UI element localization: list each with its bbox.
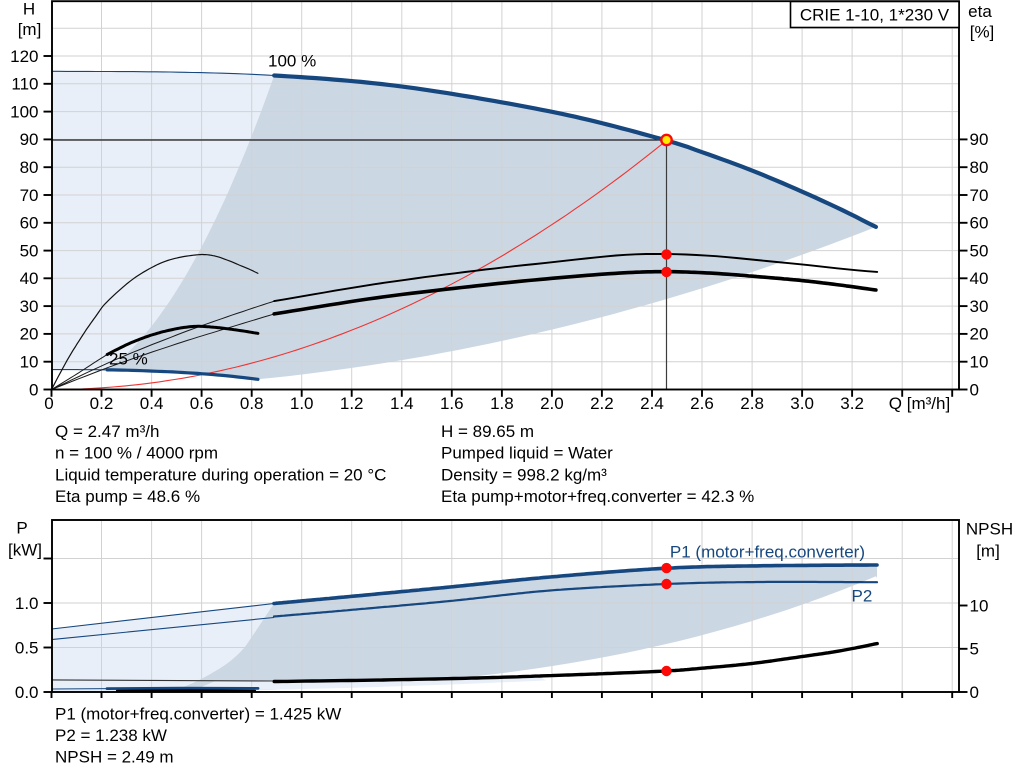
svg-text:0.4: 0.4 — [140, 394, 164, 413]
svg-text:90: 90 — [970, 130, 989, 149]
svg-text:30: 30 — [20, 297, 39, 316]
svg-text:60: 60 — [20, 214, 39, 233]
svg-text:eta: eta — [968, 2, 992, 21]
svg-text:70: 70 — [20, 186, 39, 205]
svg-text:20: 20 — [970, 325, 989, 344]
svg-text:0.0: 0.0 — [15, 683, 39, 702]
svg-text:[m]: [m] — [976, 542, 1000, 561]
svg-text:3.0: 3.0 — [790, 394, 814, 413]
svg-text:Q = 2.47 m³/h: Q = 2.47 m³/h — [55, 422, 159, 441]
svg-text:H = 89.65 m: H = 89.65 m — [441, 422, 534, 441]
svg-text:2.6: 2.6 — [690, 394, 714, 413]
svg-text:0: 0 — [970, 380, 979, 399]
svg-text:120: 120 — [10, 47, 38, 66]
svg-text:50: 50 — [20, 241, 39, 260]
svg-text:70: 70 — [970, 186, 989, 205]
svg-text:P2: P2 — [852, 587, 873, 606]
svg-text:100: 100 — [10, 102, 38, 121]
svg-text:1.2: 1.2 — [340, 394, 364, 413]
svg-text:5: 5 — [970, 640, 979, 659]
svg-text:80: 80 — [970, 158, 989, 177]
svg-text:Liquid temperature during oper: Liquid temperature during operation = 20… — [55, 465, 386, 484]
svg-text:10: 10 — [970, 596, 989, 615]
svg-text:1.8: 1.8 — [490, 394, 514, 413]
svg-text:1.0: 1.0 — [290, 394, 314, 413]
svg-text:Eta pump = 48.6 %: Eta pump = 48.6 % — [55, 487, 200, 506]
svg-text:P2 = 1.238 kW: P2 = 1.238 kW — [55, 726, 167, 745]
svg-text:P1 (motor+freq.converter) = 1.: P1 (motor+freq.converter) = 1.425 kW — [55, 705, 341, 724]
svg-text:0.8: 0.8 — [240, 394, 264, 413]
svg-text:25 %: 25 % — [109, 350, 148, 369]
svg-text:50: 50 — [970, 241, 989, 260]
svg-text:P: P — [16, 519, 27, 538]
svg-text:n = 100 % / 4000 rpm: n = 100 % / 4000 rpm — [55, 444, 218, 463]
svg-text:2.4: 2.4 — [640, 394, 664, 413]
svg-text:100 %: 100 % — [268, 52, 316, 71]
svg-text:0: 0 — [970, 683, 979, 702]
svg-text:[kW]: [kW] — [8, 541, 42, 560]
svg-text:NPSH = 2.49 m: NPSH = 2.49 m — [55, 748, 174, 767]
svg-text:0.6: 0.6 — [190, 394, 214, 413]
svg-text:90: 90 — [20, 130, 39, 149]
svg-text:0.2: 0.2 — [90, 394, 114, 413]
svg-text:80: 80 — [20, 158, 39, 177]
svg-text:P1 (motor+freq.converter): P1 (motor+freq.converter) — [670, 543, 865, 562]
svg-text:40: 40 — [20, 269, 39, 288]
svg-text:40: 40 — [970, 269, 989, 288]
svg-text:0: 0 — [44, 394, 53, 413]
svg-text:110: 110 — [11, 75, 38, 94]
svg-text:NPSH: NPSH — [966, 520, 1013, 539]
svg-text:3.2: 3.2 — [840, 394, 864, 413]
svg-text:2.0: 2.0 — [540, 394, 564, 413]
svg-text:0.5: 0.5 — [15, 638, 39, 657]
svg-text:Q [m³/h]: Q [m³/h] — [889, 394, 950, 413]
svg-text:Eta pump+motor+freq.converter: Eta pump+motor+freq.converter = 42.3 % — [441, 487, 754, 506]
svg-text:2.2: 2.2 — [590, 394, 614, 413]
svg-text:1.0: 1.0 — [15, 594, 39, 613]
svg-text:CRIE 1-10, 1*230 V: CRIE 1-10, 1*230 V — [800, 6, 950, 25]
svg-text:10: 10 — [20, 353, 39, 372]
svg-text:2.8: 2.8 — [740, 394, 764, 413]
svg-text:10: 10 — [970, 353, 989, 372]
svg-text:0: 0 — [29, 380, 38, 399]
svg-text:30: 30 — [970, 297, 989, 316]
svg-text:Pumped liquid = Water: Pumped liquid = Water — [441, 444, 613, 463]
svg-text:60: 60 — [970, 214, 989, 233]
svg-text:H: H — [23, 0, 35, 19]
svg-text:1.6: 1.6 — [440, 394, 464, 413]
svg-text:20: 20 — [20, 325, 39, 344]
svg-text:[%]: [%] — [970, 23, 995, 42]
svg-text:Density = 998.2 kg/m³: Density = 998.2 kg/m³ — [441, 465, 607, 484]
svg-text:[m]: [m] — [18, 20, 42, 39]
svg-text:1.4: 1.4 — [390, 394, 414, 413]
